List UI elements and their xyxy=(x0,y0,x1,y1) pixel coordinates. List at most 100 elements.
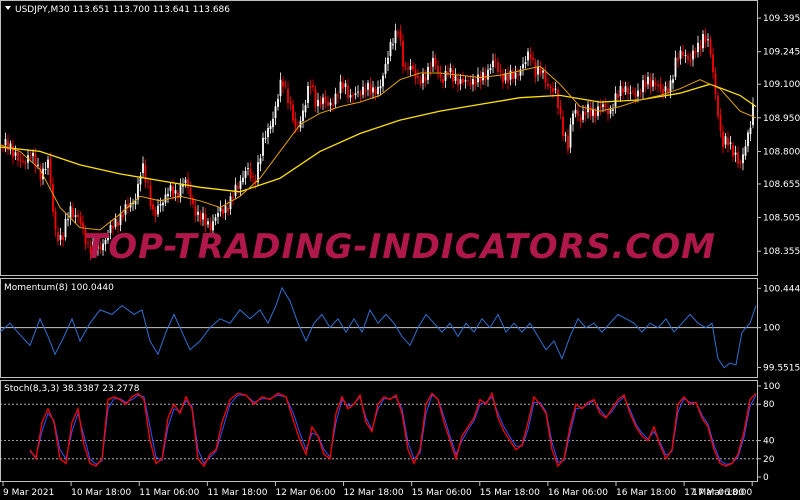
candle-body xyxy=(382,75,384,87)
candle-body xyxy=(674,57,677,77)
candle-body xyxy=(519,69,522,76)
candle-body xyxy=(584,111,587,115)
candle-body xyxy=(99,246,102,250)
candle-body xyxy=(332,104,334,106)
candle-body xyxy=(477,74,479,83)
candle-body xyxy=(259,158,262,165)
momentum-panel[interactable]: Momentum(8) 100.0440 xyxy=(0,283,757,369)
candle-body xyxy=(462,78,464,83)
candle-body xyxy=(392,44,394,46)
candle-body xyxy=(47,159,49,168)
candle-body xyxy=(619,85,622,96)
stochastic-axis: 100 80 40 20 0 xyxy=(757,382,780,483)
candle-body xyxy=(389,41,392,57)
candle-body xyxy=(369,83,372,96)
candle-body xyxy=(204,214,207,226)
price-chart-title: USDJPY,M30 113.651 113.700 113.641 113.6… xyxy=(15,5,230,15)
candle-body xyxy=(247,168,249,170)
stochastic-tick-label: 100 xyxy=(763,382,780,392)
candle-body xyxy=(582,111,584,120)
dropdown-triangle-icon[interactable] xyxy=(5,6,11,10)
candle-body xyxy=(64,218,67,238)
candle-body xyxy=(147,181,149,183)
candle-body xyxy=(387,57,389,65)
fast-moving-average-line xyxy=(0,65,757,231)
candle-body xyxy=(399,30,402,41)
candle-body xyxy=(469,82,472,86)
candle-body xyxy=(394,30,397,44)
candle-body xyxy=(212,221,214,231)
candle-body xyxy=(734,152,737,155)
candle-body xyxy=(327,101,329,106)
price-panel[interactable]: TOP-TRADING-INDICATORS.COM USDJPY,M30 11… xyxy=(0,5,757,267)
candle-body xyxy=(667,88,669,93)
candle-body xyxy=(342,82,344,89)
candle-body xyxy=(384,63,387,75)
candle-body xyxy=(502,74,504,83)
candle-body xyxy=(579,117,582,122)
candle-body xyxy=(449,67,452,73)
time-tick-label: 9 Mar 2021 xyxy=(3,488,54,498)
candle-body xyxy=(512,71,514,79)
candle-body xyxy=(632,91,634,93)
candle-body xyxy=(352,95,354,97)
candle-body xyxy=(367,82,369,90)
candle-body xyxy=(612,109,614,111)
price-tick-label: 109.100 xyxy=(763,80,800,90)
candle-body xyxy=(689,59,692,62)
candle-body xyxy=(724,136,727,145)
stochastic-tick-label: 20 xyxy=(763,455,775,465)
candle-body xyxy=(264,137,267,139)
candle-body xyxy=(532,57,534,60)
candle-body xyxy=(567,135,569,150)
candle-body xyxy=(682,51,684,56)
momentum-line xyxy=(0,286,757,369)
candle-body xyxy=(94,242,97,251)
candle-body xyxy=(622,88,624,93)
candle-body xyxy=(34,153,37,168)
candle-body xyxy=(139,175,142,185)
candle-body xyxy=(354,93,357,95)
candle-body xyxy=(77,214,79,218)
candle-body xyxy=(62,236,64,241)
candle-body xyxy=(319,101,322,106)
candle-body xyxy=(82,222,84,228)
candle-body xyxy=(117,221,119,227)
candle-body xyxy=(492,60,494,68)
candle-body xyxy=(144,165,147,183)
stochastic-level-lines xyxy=(0,403,757,460)
momentum-tick-label: 100 xyxy=(763,324,780,334)
candle-body xyxy=(489,68,492,71)
stochastic-panel[interactable]: Stoch(8,3,3) 38.3387 23.2778 xyxy=(0,384,757,468)
candle-body xyxy=(32,152,34,157)
candle-body xyxy=(272,118,274,128)
candle-body xyxy=(539,67,542,75)
candle-body xyxy=(627,87,629,95)
candle-body xyxy=(87,243,89,245)
chart-title-group: USDJPY,M30 113.651 113.700 113.641 113.6… xyxy=(5,5,230,15)
candle-body xyxy=(172,186,174,196)
candle-body xyxy=(337,95,339,97)
candle-body xyxy=(97,244,99,249)
candle-body xyxy=(359,92,362,96)
candle-body xyxy=(182,184,184,187)
candle-body xyxy=(407,68,409,70)
candle-body xyxy=(39,167,42,180)
candle-body xyxy=(729,142,732,145)
momentum-tick-label: 99.5515 xyxy=(763,363,800,373)
candle-body xyxy=(292,104,294,121)
candle-body xyxy=(602,104,604,107)
candle-body xyxy=(169,185,172,192)
candle-body xyxy=(614,93,617,107)
candle-body xyxy=(74,215,77,217)
candle-body xyxy=(162,202,164,206)
candle-body xyxy=(499,71,502,73)
time-tick-label: 12 Mar 06:00 xyxy=(275,488,335,498)
price-tick-label: 108.655 xyxy=(763,180,800,190)
candle-body xyxy=(639,93,642,95)
candle-body xyxy=(174,190,177,194)
candle-body xyxy=(737,152,739,164)
candle-body xyxy=(294,118,297,127)
candle-body xyxy=(557,89,559,108)
